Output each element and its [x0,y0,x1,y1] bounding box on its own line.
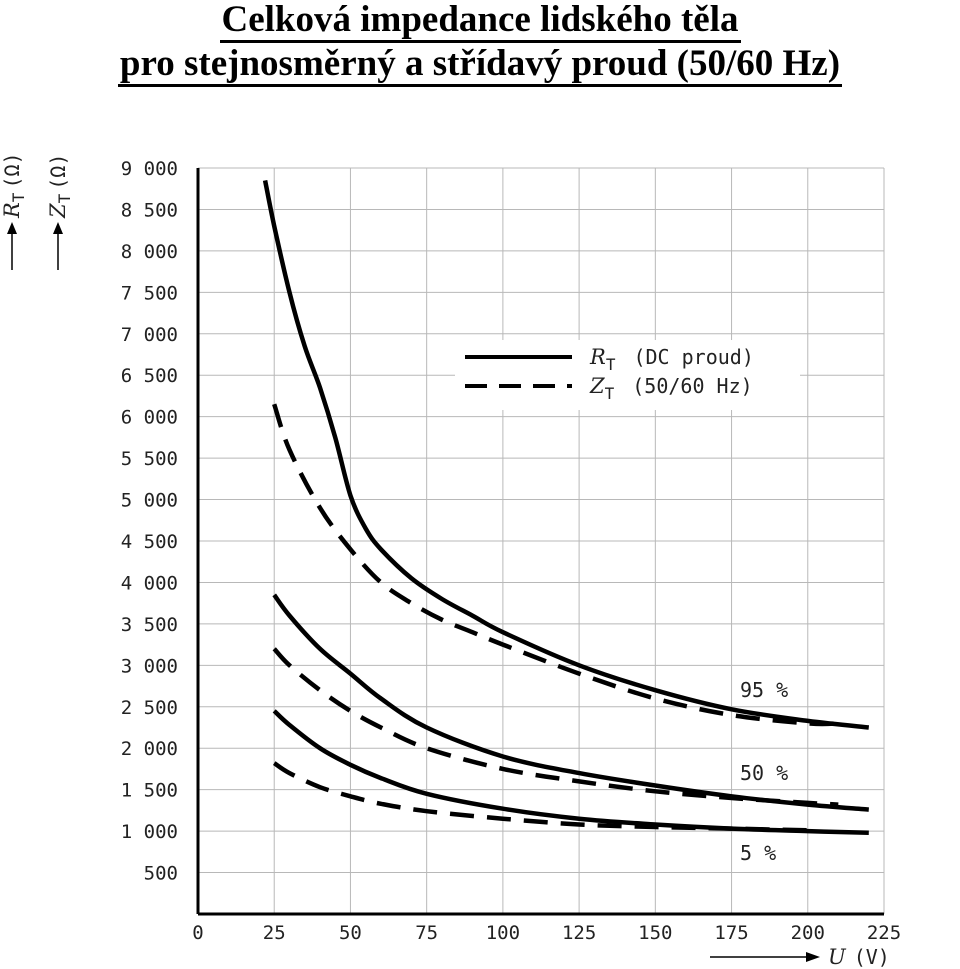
chart-title-line-1: Celková impedance lidského těla [219,0,741,43]
y-label-rt: RT (Ω) [0,152,28,219]
x-tick-label: 100 [486,922,520,944]
legend-rt-symbol: R [589,345,606,369]
series-line-95pct-solid [262,179,870,730]
y-tick-label: 500 [144,863,178,885]
series-line-5pct-solid [272,709,869,836]
x-tick-label: 50 [339,922,362,944]
y-tick-label: 2 000 [121,738,178,760]
legend-zt-symbol: Z [589,374,605,398]
y-label-zt-sub: T [55,193,74,203]
annotation-50: 50 % [740,761,788,785]
x-tick-label: 225 [867,922,901,944]
legend-rt-sub: T [606,355,616,374]
y-label-rt-sub: T [9,192,28,202]
y-tick-label: 6 500 [121,365,178,387]
legend-background [455,340,800,410]
y-tick-label: 3 000 [121,655,178,677]
y-tick-label: 8 500 [121,199,178,221]
chart-title-line-2: pro stejnosměrný a střídavý proud (50/60… [117,44,843,87]
legend: RT (DC proud) ZT (50/60 Hz) [455,340,800,410]
x-tick-labels: 0 25 50 75 100 125 150 175 200 225 [192,922,901,944]
legend-rt-text: (DC proud) [633,345,753,369]
y-tick-label: 4 500 [121,531,178,553]
legend-entry-rt: RT (DC proud) [589,345,754,374]
series-line-95pct-dashed [272,403,839,727]
y-label-zt-unit: (Ω) [46,154,70,190]
y-tick-label: 3 500 [121,614,178,636]
y-label-rt-symbol: R [0,202,24,219]
x-tick-label: 150 [638,922,672,944]
x-tick-label: 0 [192,922,203,944]
x-tick-label: 125 [562,922,596,944]
legend-zt-sub: T [605,384,615,403]
y-label-zt-arrow-head [53,222,63,234]
x-label-symbol: U [828,945,847,969]
y-axis-label: RT(Ω) ZT(Ω) [0,152,74,270]
y-tick-label: 9 000 [121,158,178,180]
y-label-zt-symbol: Z [46,203,70,219]
series-line-5pct-dashed [272,761,808,833]
series-lines [262,179,870,836]
x-label-unit: (V) [854,945,890,969]
y-tick-label: 7 500 [121,282,178,304]
axes [196,168,884,916]
x-tick-label: 175 [714,922,748,944]
x-tick-label: 25 [263,922,286,944]
series-line-50pct-dashed [272,647,839,807]
y-tick-label: 5 000 [121,490,178,512]
x-axis-label: U (V) [710,945,890,969]
y-tick-label: 1 000 [121,821,178,843]
y-label-rt-arrow-head [7,222,17,234]
y-tick-label: 8 000 [121,241,178,263]
chart-title-block: Celková impedance lidského těla pro stej… [0,0,960,88]
legend-entry-zt: ZT (50/60 Hz) [589,374,753,403]
x-tick-label: 200 [791,922,825,944]
y-label-rt-unit: (Ω) [0,152,24,188]
percentile-annotations: 95 % 50 % 5 % [740,678,788,865]
legend-zt-text: (50/60 Hz) [632,374,752,398]
y-tick-label: 2 500 [121,697,178,719]
x-tick-label: 75 [415,922,438,944]
y-tick-label: 4 000 [121,572,178,594]
y-tick-label: 5 500 [121,448,178,470]
y-tick-label: 6 000 [121,407,178,429]
y-label-zt: ZT (Ω) [46,154,74,219]
x-label-text: U (V) [828,945,890,969]
annotation-5: 5 % [740,841,776,865]
y-tick-label: 7 000 [121,324,178,346]
annotation-95: 95 % [740,678,788,702]
x-label-arrow-head [806,952,820,962]
y-tick-labels: 500 1 000 1 500 2 000 2 500 3 000 3 500 4 000 4 … [121,158,178,885]
y-tick-label: 1 500 [121,780,178,802]
